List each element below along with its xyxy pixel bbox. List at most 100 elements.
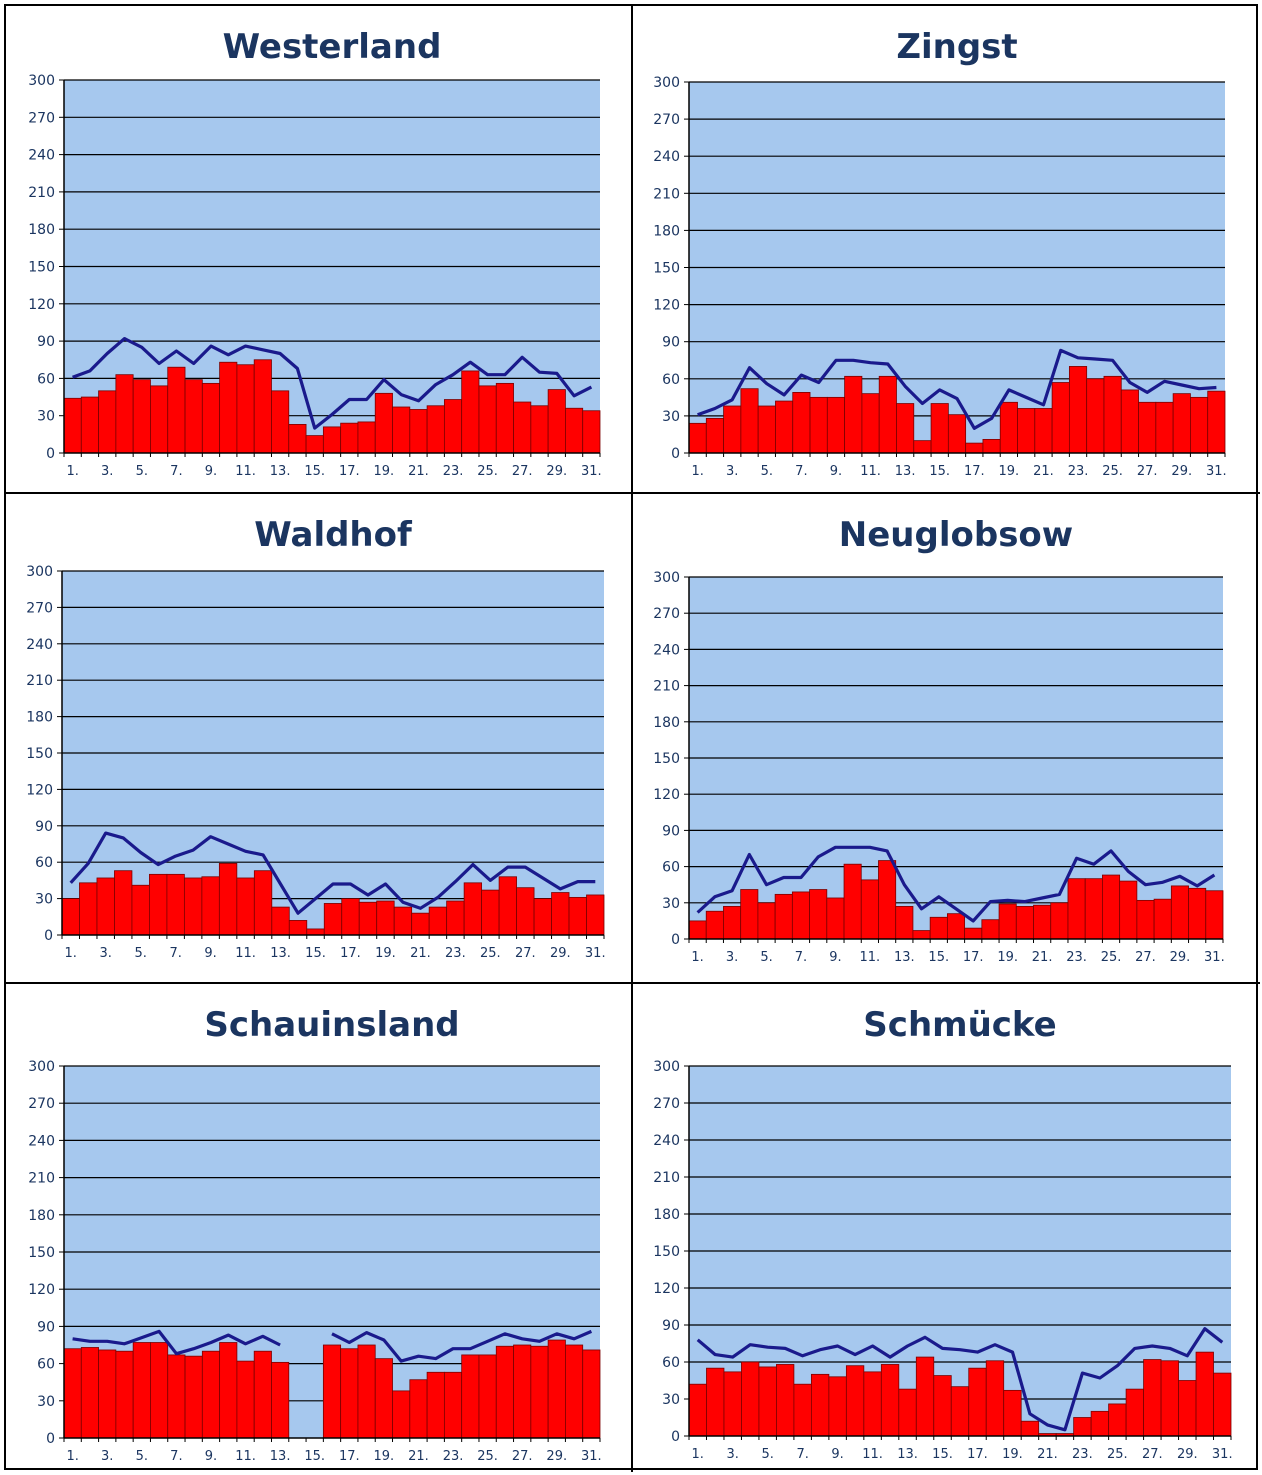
bar: [131, 884, 150, 936]
bar: [253, 1350, 272, 1439]
bar: [1178, 1380, 1197, 1437]
bar: [478, 1354, 497, 1439]
y-tick-label: 90: [37, 334, 55, 350]
x-tick-label: 19.: [374, 1449, 395, 1464]
bar: [1015, 906, 1034, 940]
y-tick-label: 210: [653, 186, 680, 202]
x-tick-label: 17.: [340, 946, 361, 961]
bar: [1020, 1420, 1040, 1437]
bar: [530, 405, 549, 454]
x-tick-label: 9.: [205, 464, 217, 479]
x-tick-label: 9.: [204, 946, 216, 961]
bar: [478, 385, 497, 454]
bar: [740, 889, 759, 940]
x-tick-label: 9.: [830, 464, 842, 479]
y-tick-label: 300: [653, 570, 680, 586]
bar: [860, 879, 879, 940]
y-tick-label: 180: [28, 1208, 55, 1224]
bar: [341, 898, 360, 936]
y-tick-label: 240: [653, 642, 680, 658]
bar: [688, 920, 707, 940]
y-tick-label: 150: [28, 1245, 55, 1261]
bar: [236, 364, 255, 454]
x-tick-label: 5.: [761, 1447, 773, 1462]
bar: [1086, 378, 1105, 454]
series-line: [696, 1327, 1224, 1432]
bar: [982, 438, 1001, 454]
y-tick-label: 180: [28, 222, 55, 238]
y-tick-label: 300: [653, 75, 680, 91]
x-tick-label: 27.: [512, 1449, 533, 1464]
y-tick-label: 210: [653, 1170, 680, 1186]
bar: [1034, 408, 1053, 454]
bar: [723, 405, 742, 454]
bar: [516, 887, 535, 936]
chart-panel-neuglobsow: Neuglobsow 0 30 60 90 120 150 180 210 240 270 300 1.…: [633, 494, 1260, 984]
y-tick-label: 0: [671, 1429, 680, 1445]
y-tick-label: 120: [653, 787, 680, 803]
y-tick-label: 150: [653, 1244, 680, 1260]
x-tick-label: 15.: [929, 464, 950, 479]
bar: [1136, 899, 1155, 940]
bar: [929, 916, 948, 940]
bar: [844, 375, 863, 454]
bar: [219, 1342, 238, 1439]
x-tick-label: 11.: [860, 950, 881, 965]
y-tick-label: 120: [653, 1281, 680, 1297]
bar: [374, 1358, 393, 1439]
bar: [1205, 890, 1224, 940]
y-tick-label: 30: [35, 892, 53, 908]
x-tick-label: 7.: [795, 464, 807, 479]
chart-title: Schauinsland: [204, 1005, 459, 1045]
bar: [61, 898, 80, 936]
bar: [288, 920, 308, 936]
chart-zingst: Zingst 0 30 60 90 120 150 180 210 240 270 300 1. 3. 5.…: [653, 27, 1226, 479]
y-tick-label: 90: [662, 1318, 680, 1334]
x-tick-label: 21.: [408, 464, 429, 479]
x-tick-label: 7.: [795, 950, 807, 965]
bar: [895, 906, 914, 940]
bar: [1068, 366, 1088, 454]
bar: [150, 1342, 169, 1439]
x-tick-label: 11.: [860, 464, 881, 479]
bar: [965, 442, 984, 454]
x-tick-label: 1.: [66, 1449, 78, 1464]
x-tick-label: 27.: [1137, 464, 1158, 479]
bar: [723, 1371, 742, 1437]
y-tick-label: 30: [37, 1394, 55, 1410]
y-tick-label: 210: [28, 185, 55, 201]
chart-panel-westerland: Westerland 0 30 60 90 120 150 180 210 240 270 300 1.…: [6, 6, 633, 494]
x-tick-label: 19.: [374, 464, 395, 479]
y-tick-label: 120: [28, 297, 55, 313]
x-tick-label: 19.: [997, 950, 1018, 965]
y-tick-label: 300: [26, 564, 53, 580]
y-tick-label: 180: [653, 223, 680, 239]
bar: [1102, 874, 1121, 940]
x-tick-label: 23.: [443, 1449, 464, 1464]
bar: [1155, 401, 1174, 454]
y-tick-label: 240: [28, 148, 55, 164]
x-tick-label: 17.: [963, 950, 984, 965]
bar: [132, 1342, 151, 1439]
x-tick-label: 17.: [964, 464, 985, 479]
bar: [426, 1371, 445, 1439]
bar: [495, 1345, 514, 1439]
bar: [411, 912, 430, 936]
series-line: [72, 1329, 593, 1363]
bar: [880, 1364, 900, 1437]
x-tick-label: 19.: [375, 946, 396, 961]
y-tick-label: 150: [26, 746, 53, 762]
x-tick-label: 19.: [1002, 1447, 1023, 1462]
x-tick-label: 31.: [581, 1449, 602, 1464]
bar: [915, 1356, 935, 1437]
bar: [774, 893, 793, 940]
bar: [1207, 390, 1226, 454]
bar: [964, 927, 983, 940]
bar: [1190, 396, 1209, 454]
bar: [374, 392, 393, 454]
bar: [706, 1367, 725, 1437]
chart-title: Westerland: [223, 27, 442, 67]
x-tick-label: 11.: [862, 1447, 883, 1462]
x-tick-label: 3.: [726, 950, 738, 965]
x-tick-label: 21.: [408, 1449, 429, 1464]
